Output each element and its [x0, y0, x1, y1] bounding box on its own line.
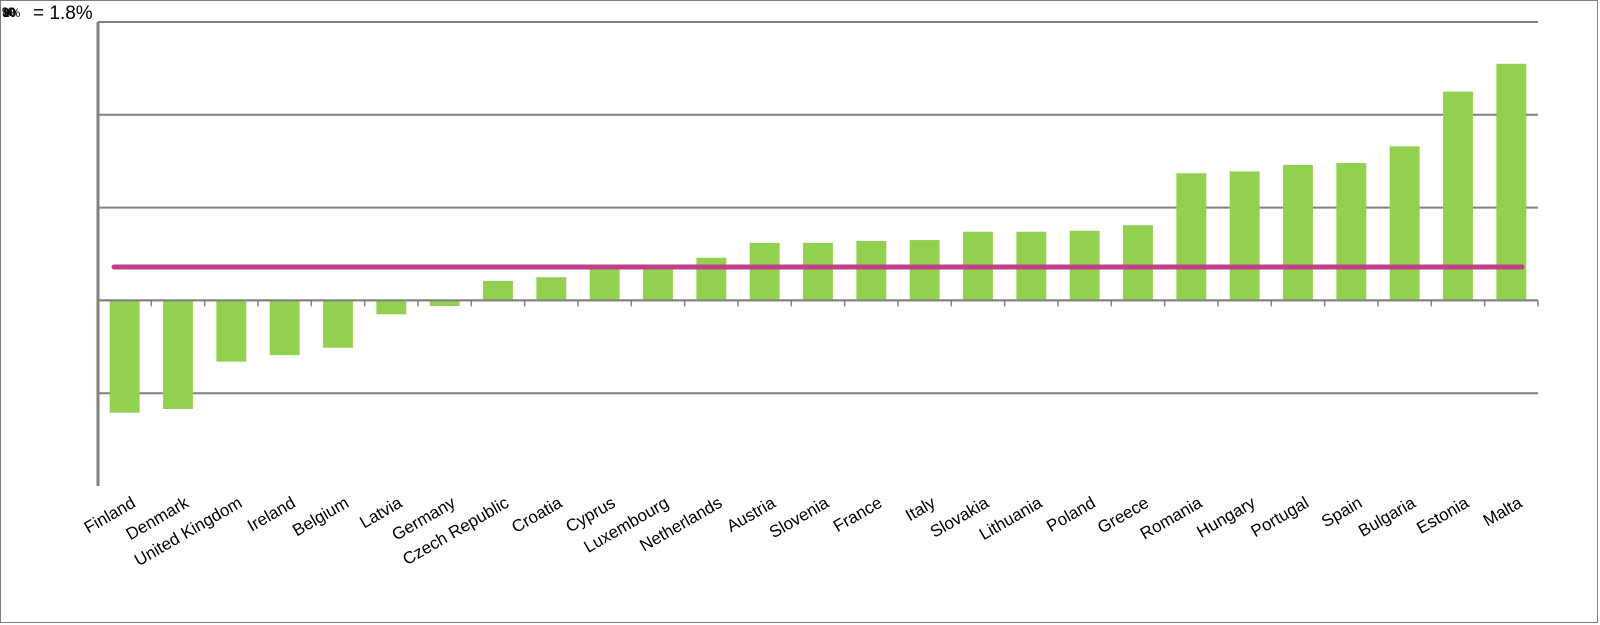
x-tick-label-hungary: Hungary — [1194, 493, 1260, 542]
x-tick-label-malta: Malta — [1480, 493, 1526, 531]
bar-finland — [109, 300, 140, 413]
bar-romania — [1176, 173, 1207, 301]
bar-slovenia — [803, 242, 833, 301]
bar-austria — [749, 242, 780, 301]
x-tick-label-ireland: Ireland — [244, 493, 299, 535]
x-tick-label-slovenia: Slovenia — [766, 493, 832, 542]
bar-denmark — [163, 300, 193, 409]
bar-croatia — [536, 277, 567, 301]
top-stack-label: 10 — [2, 5, 16, 19]
top-stack-label: 20 — [3, 6, 17, 20]
x-tick-label-belgium: Belgium — [289, 493, 352, 540]
bar-belgium — [323, 300, 353, 348]
x-tick-label-poland: Poland — [1043, 493, 1098, 536]
x-tick-label-bulgaria: Bulgaria — [1355, 493, 1419, 541]
bar-germany — [429, 300, 460, 306]
axes — [96, 22, 1539, 486]
top-stack-label: 0% — [3, 6, 21, 20]
bar-france — [856, 241, 887, 301]
x-tick-label-portugal: Portugal — [1248, 493, 1312, 541]
bar-spain — [1336, 163, 1367, 301]
bars — [109, 63, 1527, 413]
bar-netherlands — [696, 257, 727, 301]
bar-hungary — [1229, 171, 1260, 301]
x-tick-label-romania: Romania — [1137, 493, 1206, 544]
top-stack-label: % — [2, 5, 13, 19]
x-tick-label-estonia: Estonia — [1413, 493, 1472, 538]
bar-greece — [1123, 225, 1153, 301]
x-tick-label-france: France — [830, 493, 885, 536]
bar-malta — [1496, 63, 1527, 301]
top-stack-label: 30 — [2, 5, 16, 19]
bar-italy — [909, 240, 940, 301]
gridlines — [98, 21, 1538, 395]
bar-cyprus — [589, 267, 620, 301]
bar-portugal — [1283, 164, 1313, 301]
top-annotation-label: = 1.8% — [33, 3, 93, 24]
bar-ireland — [269, 300, 300, 356]
x-tick-label-croatia: Croatia — [508, 493, 565, 537]
bar-luxembourg — [643, 267, 673, 301]
bar-czech-republic — [483, 280, 513, 301]
bar-united-kingdom — [216, 300, 247, 362]
bar-latvia — [376, 300, 407, 315]
bar-bulgaria — [1389, 146, 1420, 301]
